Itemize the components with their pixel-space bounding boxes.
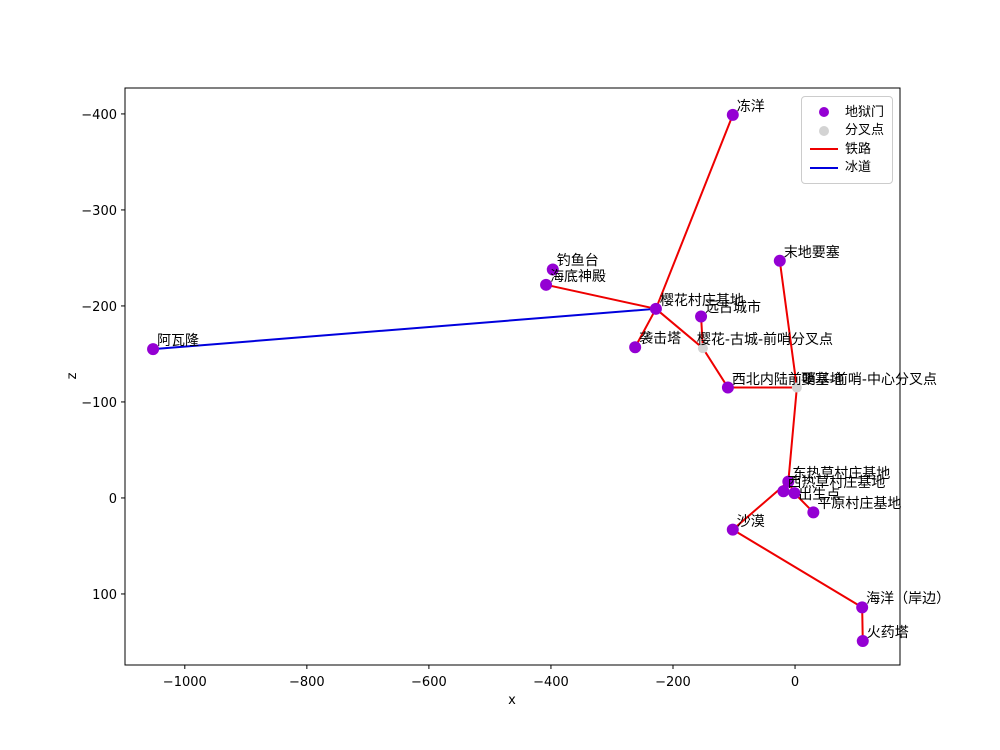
y-tick-label: −400 (81, 108, 117, 123)
rail-edge (654, 113, 734, 310)
rail-edge (634, 307, 657, 349)
y-tick-label: −300 (81, 204, 117, 219)
legend-item: 地狱门 (809, 103, 888, 121)
fork-point (697, 343, 708, 354)
x-tick-label: −200 (655, 675, 691, 690)
gate-point (807, 506, 820, 519)
legend-line-marker-icon (809, 148, 839, 151)
gate-point (546, 263, 559, 276)
y-tick-label: 0 (109, 492, 117, 507)
legend-label: 分叉点 (845, 123, 885, 139)
gate-point (540, 278, 553, 291)
legend-label: 地狱门 (845, 104, 885, 120)
gate-point (777, 485, 790, 498)
x-tick-label: −400 (533, 675, 569, 690)
edges-layer (152, 113, 864, 642)
y-tick-label: −200 (81, 300, 117, 315)
legend-dot-marker-icon (809, 125, 839, 136)
marker-swatch (810, 148, 838, 151)
y-axis-label: z (65, 372, 80, 379)
x-tick-label: −1000 (163, 675, 207, 690)
legend-line-marker-icon (809, 166, 839, 169)
legend-item: 分叉点 (809, 122, 888, 140)
gate-point (788, 487, 801, 500)
rail-edge (778, 259, 798, 389)
x-tick-label: −600 (411, 675, 447, 690)
gate-point (147, 343, 160, 356)
legend: 地狱门分叉点铁路冰道 (801, 96, 893, 184)
rail-edge (545, 283, 657, 310)
points-layer (147, 108, 869, 647)
y-tick-label: −100 (81, 396, 117, 411)
rail-edge (701, 347, 729, 389)
legend-label: 冰道 (845, 160, 872, 176)
ticks-layer: −1000 −800 −600 −400 −200 0−400−300−200−10001… (81, 108, 799, 690)
gate-point (856, 634, 869, 647)
gate-point (782, 475, 795, 488)
x-tick-label: −800 (289, 675, 325, 690)
gate-point (721, 381, 734, 394)
rail-edge (731, 528, 864, 609)
legend-dot-marker-icon (809, 107, 839, 117)
legend-item: 冰道 (809, 159, 888, 177)
gate-point (726, 523, 739, 536)
marker-swatch (819, 107, 829, 117)
gate-point (629, 341, 642, 354)
legend-label: 铁路 (845, 141, 872, 157)
fork-point (791, 382, 802, 393)
gate-point (695, 310, 708, 323)
axes-box (124, 87, 901, 666)
rail-edge (654, 307, 704, 350)
gate-point (856, 601, 869, 614)
x-tick-label: 0 (791, 675, 799, 690)
gate-point (773, 254, 786, 267)
gate-point (726, 108, 739, 121)
x-axis-label: x (508, 693, 516, 708)
gate-point (649, 302, 662, 315)
rail-edge (787, 386, 798, 483)
legend-item: 铁路 (809, 140, 888, 158)
marker-swatch (810, 166, 838, 169)
y-tick-label: 100 (92, 588, 117, 603)
marker-swatch (819, 125, 829, 136)
ice-edge (152, 307, 657, 351)
